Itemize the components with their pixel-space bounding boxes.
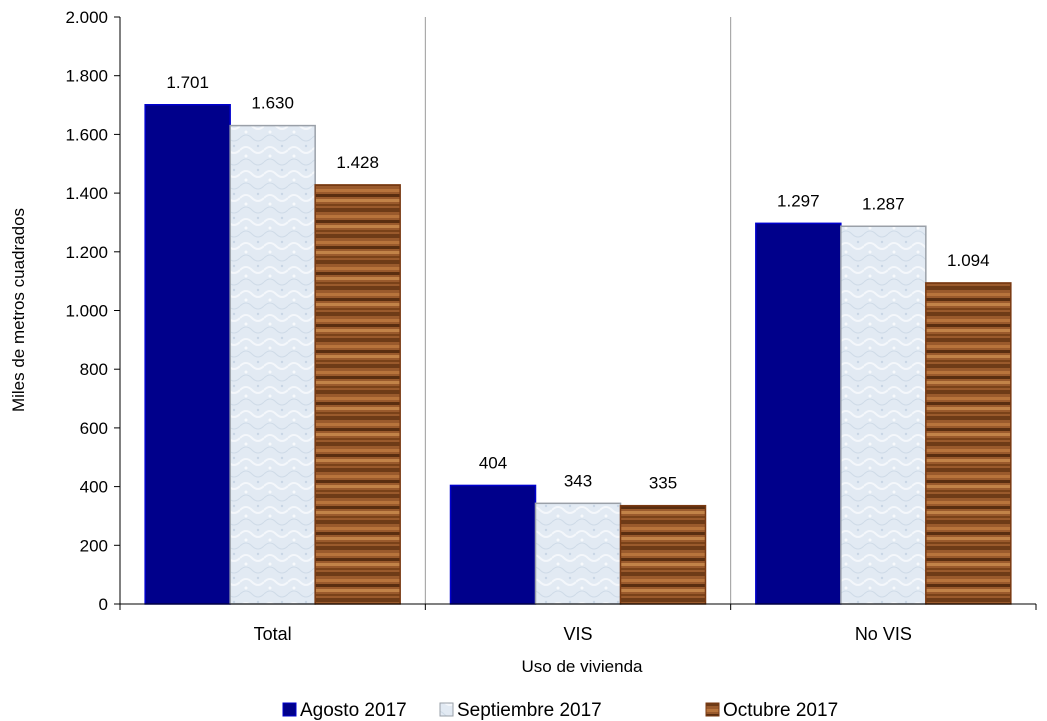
data-label: 1.094 [947,251,990,270]
y-tick-label: 1.200 [65,243,108,262]
x-axis-title: Uso de vivienda [522,657,644,676]
bar [840,225,927,605]
x-tick-label: Total [254,624,292,644]
y-tick-label: 1.400 [65,184,108,203]
y-tick-label: 200 [80,536,108,555]
data-label: 1.701 [166,73,209,92]
x-tick-label: No VIS [855,624,912,644]
bar [229,124,316,605]
y-axis-title: Miles de metros cuadrados [9,208,28,412]
y-tick-labels: 0 200 400 600 800 1.000 1.200 1.400 1.600 1.800 2.… [65,8,108,614]
bar [755,222,842,605]
y-tick-label: 600 [80,419,108,438]
bar [619,504,707,605]
x-tick-label: VIS [563,624,592,644]
y-tick-label: 800 [80,360,108,379]
data-label: 343 [564,471,592,490]
legend-label: Agosto 2017 [300,700,407,721]
y-tick-label: 2.000 [65,8,108,27]
data-label: 1.630 [251,94,294,113]
data-label: 335 [649,474,677,493]
bar [534,502,622,605]
data-labels: 1.701 1.630 1.428 404 343 335 1.297 1.287 1.094 [166,73,989,493]
bar [144,104,231,605]
data-label: 1.428 [336,153,379,172]
bar [314,184,401,605]
legend-label: Octubre 2017 [723,700,838,721]
bar [449,484,537,605]
legend-label: Septiembre 2017 [457,700,602,721]
data-label: 404 [479,453,507,472]
y-tick-label: 400 [80,478,108,497]
legend-swatch [705,702,720,717]
bar [925,282,1012,605]
axes [114,16,1037,610]
legend-swatch [439,702,454,717]
y-tick-label: 1.600 [65,125,108,144]
bars [144,104,1012,605]
y-tick-label: 1.800 [65,67,108,86]
legend-swatch [282,702,297,717]
legend: Agosto 2017 Septiembre 2017 Octubre 2017 [282,700,838,721]
category-separators [424,17,732,604]
y-tick-label: 1.000 [65,302,108,321]
x-tick-labels: Total VIS No VIS [254,624,912,644]
y-tick-label: 0 [99,595,108,614]
data-label: 1.297 [777,191,820,210]
data-label: 1.287 [862,194,905,213]
